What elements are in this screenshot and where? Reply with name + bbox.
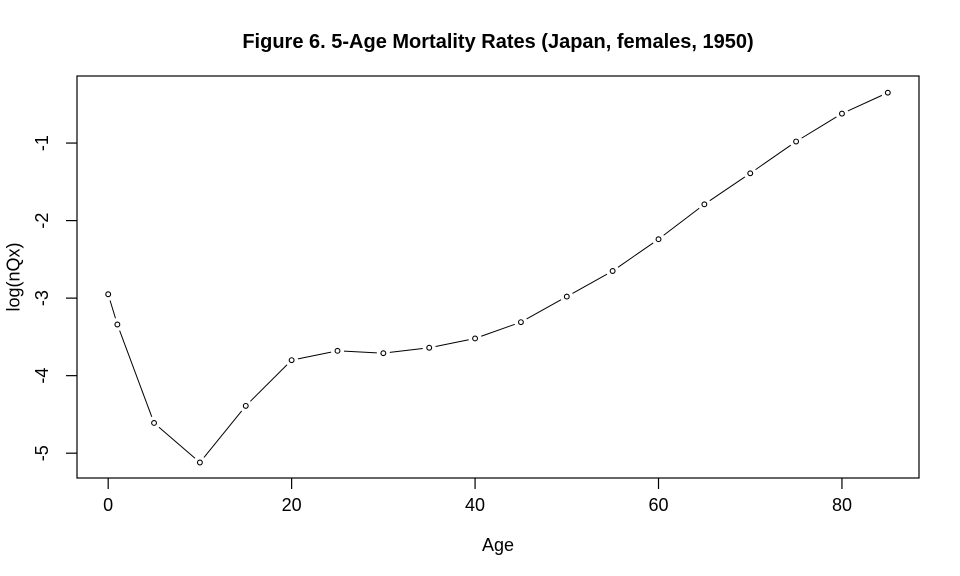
plot-border [76, 75, 920, 479]
y-tick-label: -4 [32, 368, 52, 384]
x-tick-label: 40 [465, 495, 485, 515]
y-tick-label: -5 [32, 445, 52, 461]
y-tick-label: -1 [32, 135, 52, 151]
data-point-marker [793, 138, 800, 145]
data-point-marker [105, 291, 112, 298]
data-point-marker [114, 321, 121, 328]
series-segment [709, 176, 746, 202]
data-point-marker [426, 344, 433, 351]
series-segment [297, 351, 332, 360]
x-tick-label: 20 [282, 495, 302, 515]
series-segment [158, 426, 196, 459]
chart-title: Figure 6. 5-Age Mortality Rates (Japan, … [242, 31, 754, 53]
series-segment [109, 300, 116, 319]
data-point-marker [334, 347, 341, 354]
series-segment [203, 410, 243, 458]
y-axis-label: log(nQx) [3, 242, 24, 312]
series-segment [617, 242, 654, 268]
data-point-marker [472, 335, 479, 342]
data-point-marker [884, 89, 891, 96]
series-segment [526, 299, 562, 320]
series-segment [389, 348, 423, 353]
y-tick-label: -2 [32, 213, 52, 229]
series-segment [435, 339, 469, 347]
series-segment [250, 364, 288, 402]
y-tick-label: -3 [32, 290, 52, 306]
data-point-marker [380, 350, 387, 357]
data-point-marker [701, 201, 708, 208]
series-segment [343, 350, 377, 354]
data-point-marker [747, 170, 754, 177]
data-point-marker [609, 268, 616, 274]
data-point-marker [563, 293, 570, 300]
x-tick-label: 0 [103, 495, 113, 515]
data-point-marker [196, 459, 203, 466]
series-segment [663, 207, 700, 236]
data-point-marker [517, 319, 524, 326]
series-segment [755, 144, 792, 171]
x-tick-label: 80 [832, 495, 852, 515]
data-point-marker [288, 357, 295, 364]
series-segment [847, 94, 883, 112]
series-segment [119, 330, 153, 418]
series-segment [801, 116, 837, 139]
x-axis-label: Age [481, 535, 515, 555]
data-point-marker [242, 402, 249, 409]
x-tick-label: 60 [648, 495, 668, 515]
data-point-marker [655, 236, 662, 243]
data-point-marker [151, 420, 157, 426]
series-segment [572, 273, 608, 294]
series-segment [481, 323, 515, 337]
data-point-marker [839, 110, 845, 117]
